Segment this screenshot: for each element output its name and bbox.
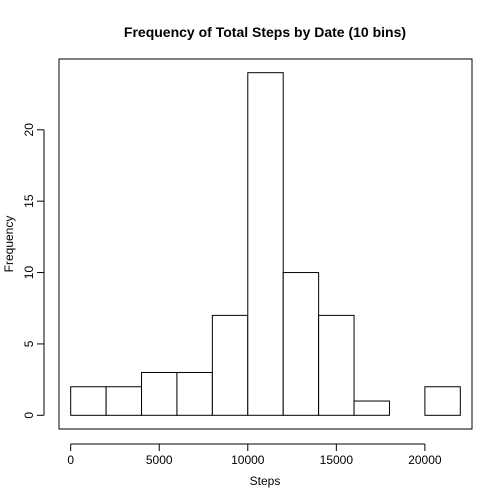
x-tick-label: 0 bbox=[67, 453, 74, 467]
histogram-bar bbox=[176, 371, 213, 416]
bars-group bbox=[70, 72, 461, 416]
plot-frame bbox=[58, 58, 473, 430]
histogram-bar bbox=[282, 272, 320, 416]
y-tick-label: 15 bbox=[22, 194, 36, 208]
histogram-bar bbox=[247, 72, 284, 416]
chart-title: Frequency of Total Steps by Date (10 bin… bbox=[124, 24, 406, 40]
histogram-bar bbox=[211, 314, 249, 416]
histogram-bar bbox=[141, 371, 178, 416]
histogram-bar bbox=[318, 314, 355, 416]
histogram-bar bbox=[70, 386, 107, 416]
x-axis: 0 5000 10000 15000 20000 bbox=[67, 443, 442, 467]
x-tick-label: 15000 bbox=[320, 453, 354, 467]
y-tick-label: 20 bbox=[22, 123, 36, 137]
histogram-bar bbox=[424, 386, 461, 416]
y-axis-label: Frequency bbox=[2, 216, 16, 273]
x-tick-label: 20000 bbox=[408, 453, 442, 467]
y-tick-label: 5 bbox=[22, 340, 36, 347]
histogram-bar bbox=[105, 386, 143, 416]
x-tick-label: 10000 bbox=[231, 453, 265, 467]
x-tick-label: 5000 bbox=[146, 453, 173, 467]
y-axis: 0 5 10 15 20 bbox=[22, 123, 45, 419]
y-tick-label: 10 bbox=[22, 266, 36, 280]
x-axis-label: Steps bbox=[250, 474, 281, 488]
histogram-bar bbox=[353, 400, 390, 416]
y-tick-label: 0 bbox=[22, 412, 36, 419]
